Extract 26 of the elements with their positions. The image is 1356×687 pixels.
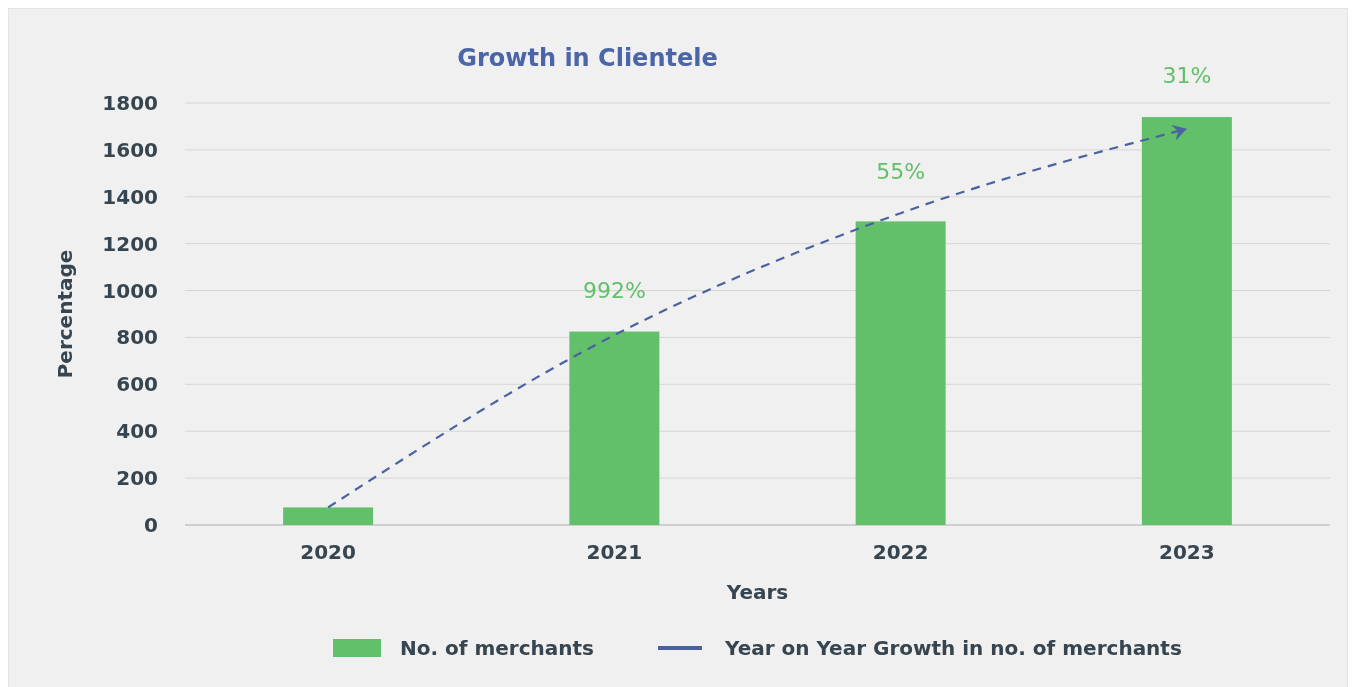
legend-label: Year on Year Growth in no. of merchants bbox=[724, 636, 1182, 660]
x-tick-label: 2022 bbox=[872, 540, 929, 564]
y-tick-label: 0 bbox=[144, 513, 158, 537]
chart-title: Growth in Clientele bbox=[457, 44, 718, 72]
legend-label: No. of merchants bbox=[400, 636, 595, 660]
y-tick-label: 1000 bbox=[102, 278, 158, 303]
y-tick-label: 1400 bbox=[102, 184, 158, 209]
y-tick-label: 200 bbox=[116, 466, 158, 491]
bar bbox=[855, 221, 946, 525]
x-tick-label: 2021 bbox=[586, 540, 643, 564]
y-tick-label: 600 bbox=[116, 372, 158, 397]
y-tick-label: 800 bbox=[116, 325, 158, 350]
annotation: 992% bbox=[582, 277, 646, 303]
annotation: 55% bbox=[876, 159, 926, 185]
x-tick-label: 2020 bbox=[300, 540, 356, 564]
x-axis-title: Years bbox=[725, 580, 789, 604]
y-tick-label: 1800 bbox=[102, 91, 158, 115]
y-axis-title: Percentage bbox=[53, 249, 77, 379]
x-tick-label: 2023 bbox=[1159, 540, 1215, 564]
bar bbox=[569, 331, 660, 525]
y-tick-label: 1200 bbox=[102, 231, 158, 256]
bar bbox=[1141, 117, 1232, 525]
bar bbox=[283, 507, 374, 525]
y-tick-label: 400 bbox=[116, 419, 158, 444]
y-tick-label: 1600 bbox=[102, 137, 158, 162]
annotation: 31% bbox=[1162, 63, 1212, 89]
